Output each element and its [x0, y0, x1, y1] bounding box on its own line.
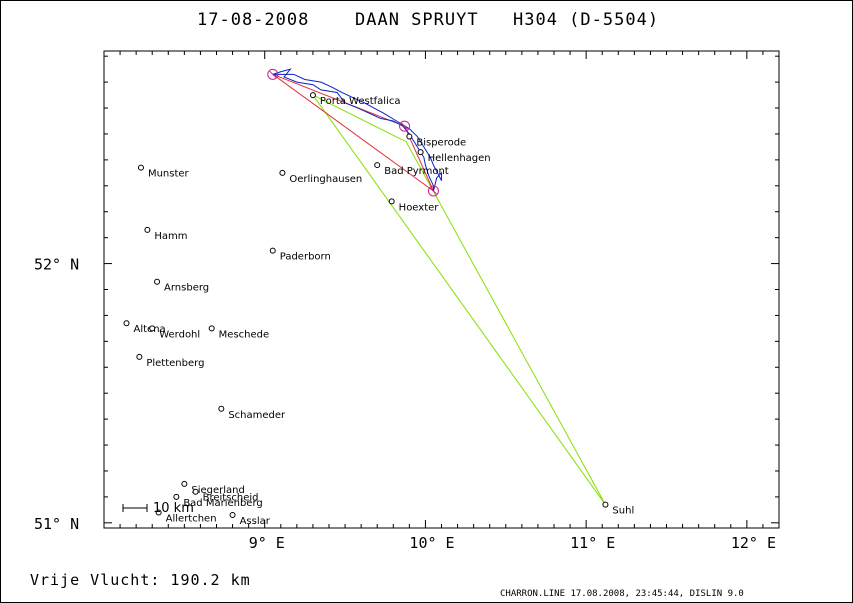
credit-label: CHARRON.LINE 17.08.2008, 23:45:44, DISLI…	[500, 589, 744, 599]
turnpoint-layer	[267, 68, 439, 197]
town-label: Hellenhagen	[428, 153, 491, 164]
y-tick-label: 52° N	[34, 256, 79, 274]
town-label: Meschede	[219, 329, 269, 340]
town-marker	[173, 493, 180, 500]
turnpoint-cross	[269, 70, 277, 78]
town-label: Hoexter	[399, 202, 440, 213]
x-tick-label: 12° E	[731, 534, 776, 552]
town-label: Breitscheid	[203, 493, 259, 504]
town-label: Plettenberg	[146, 358, 204, 369]
town-marker	[279, 169, 286, 176]
task-line-layer	[312, 94, 606, 505]
axis-ticks: 9° E 10° E 11° E 12° E 52° N 51° N	[34, 51, 780, 552]
town-marker	[149, 325, 156, 332]
town-marker	[229, 512, 236, 519]
task-line	[312, 94, 606, 505]
x-tick-label: 10° E	[409, 534, 454, 552]
town-label: Paderborn	[280, 252, 331, 263]
x-tick-label: 11° E	[570, 534, 615, 552]
town-label: Porta Westfalica	[320, 96, 401, 107]
scale-bar-label: 10 km	[153, 501, 194, 516]
town-label: Oerlinghausen	[289, 174, 362, 185]
town-marker	[181, 480, 188, 487]
title-glider: H304 (D-5504)	[513, 10, 659, 30]
track-layer	[272, 68, 442, 192]
title-date: 17-08-2008	[197, 10, 309, 30]
turnpoint-marker	[427, 185, 439, 197]
town-marker	[406, 133, 413, 140]
y-tick-label: 51° N	[34, 515, 79, 533]
town-marker	[136, 353, 143, 360]
town-marker	[208, 325, 215, 332]
town-label: Suhl	[612, 506, 634, 517]
turnpoint-cross	[430, 187, 437, 195]
town-label: Bad Pyrmont	[384, 166, 449, 177]
turnpoint-cross	[401, 122, 408, 130]
town-marker	[309, 92, 316, 99]
turnpoint-marker	[399, 120, 411, 132]
town-marker	[602, 501, 609, 508]
town-label: Werdohl	[159, 329, 200, 340]
town-marker	[144, 226, 151, 233]
town-label: Siegerland	[191, 485, 244, 496]
town-label: Munster	[148, 169, 190, 180]
town-marker	[374, 162, 381, 169]
turnpoint-marker	[267, 68, 279, 80]
town-marker	[155, 509, 162, 516]
distance-label: Vrije Vlucht: 190.2 km	[30, 571, 251, 589]
flight-legs	[272, 73, 435, 193]
town-label: Schameder	[228, 410, 286, 421]
town-marker	[192, 488, 199, 495]
x-tick-label: 9° E	[249, 534, 285, 552]
town-marker	[269, 247, 276, 254]
town-layer: Porta Westfalica Bisperode Hellenhagen Bad …	[123, 92, 634, 527]
town-label: Asslar	[240, 516, 271, 527]
town-marker	[417, 149, 424, 156]
town-label: Allertchen	[166, 513, 217, 524]
scale-bar: 10 km	[122, 501, 194, 516]
leg-layer	[272, 73, 435, 193]
town-label: Bad Marienberg	[183, 498, 262, 509]
town-label: Hamm	[154, 231, 187, 242]
flight-track	[272, 68, 442, 192]
town-marker	[388, 198, 395, 205]
town-label: Arnsberg	[164, 283, 209, 294]
title-pilot: DAAN SPRUYT	[355, 10, 479, 30]
town-label: Bisperode	[416, 138, 466, 149]
town-marker	[123, 320, 130, 327]
town-marker	[137, 164, 144, 171]
town-marker	[154, 278, 161, 285]
town-marker	[218, 405, 225, 412]
